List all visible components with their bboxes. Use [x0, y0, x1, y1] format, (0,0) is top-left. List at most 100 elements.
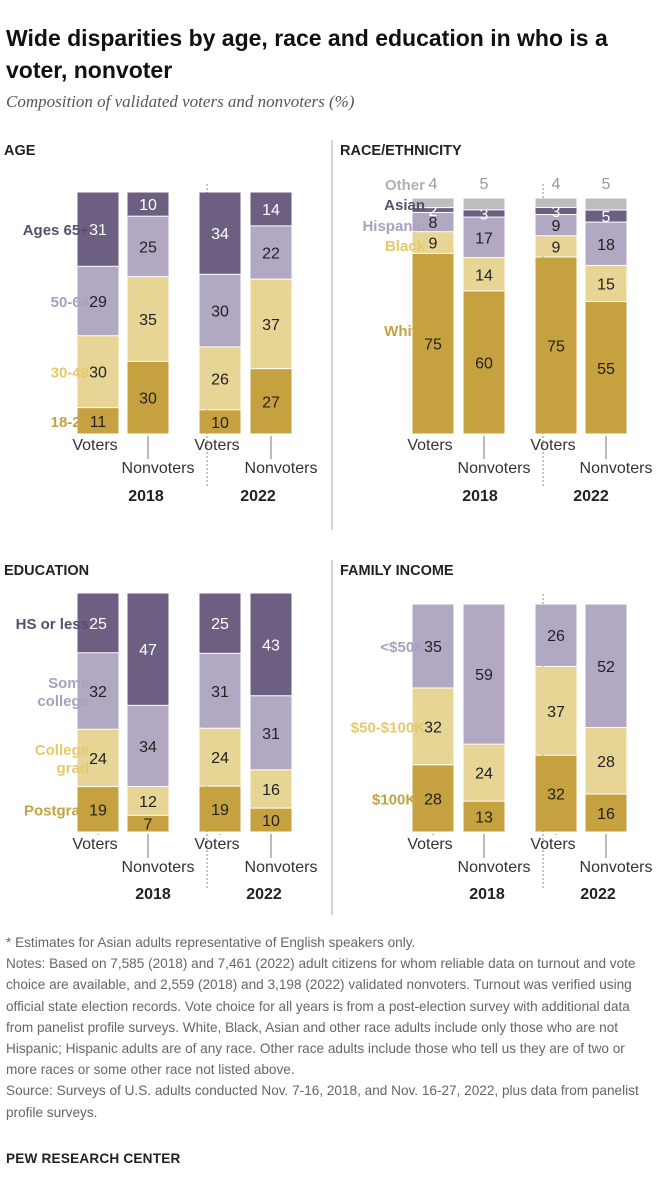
bar-segment	[585, 265, 627, 302]
year-label: 2022	[573, 488, 609, 505]
bar-segment	[250, 696, 292, 770]
group-label-voters: Voters	[72, 437, 117, 454]
panel-title: RACE/ETHNICITY	[340, 143, 462, 159]
bar-segment	[412, 688, 454, 765]
data-label: 60	[475, 355, 493, 372]
bar-segment	[77, 653, 119, 729]
data-label: 3	[552, 204, 561, 221]
bar-segment	[412, 253, 454, 434]
data-label: 29	[89, 294, 107, 311]
data-label: 17	[475, 230, 493, 247]
data-label: 10	[262, 813, 280, 830]
panel-title: AGE	[4, 143, 36, 159]
year-label: 2018	[462, 488, 498, 505]
data-label: 24	[211, 750, 229, 767]
data-label: 47	[139, 642, 157, 659]
bar-segment	[412, 232, 454, 253]
group-label-nonvoters: Nonvoters	[245, 859, 318, 876]
year-label: 2018	[128, 488, 164, 505]
data-label: 32	[547, 787, 565, 804]
group-label-nonvoters: Nonvoters	[458, 859, 531, 876]
group-label-voters: Voters	[194, 836, 239, 853]
data-label: 30	[139, 391, 157, 408]
series-label: Ages 65+	[23, 222, 90, 239]
bar-segment	[127, 593, 169, 705]
bar-segment	[199, 728, 241, 786]
data-label: 26	[211, 371, 229, 388]
data-label: 5	[602, 176, 611, 193]
data-label: 10	[211, 415, 229, 432]
bar-segment	[199, 274, 241, 347]
bar-segment	[412, 765, 454, 832]
data-label: 35	[424, 639, 442, 656]
bar-segment	[463, 801, 505, 832]
data-label: 75	[547, 339, 565, 356]
bar-segment	[412, 604, 454, 688]
data-label: 22	[262, 246, 280, 263]
series-label: Other	[385, 177, 425, 194]
data-label: 12	[139, 794, 157, 811]
panel-title: EDUCATION	[4, 563, 89, 579]
data-label: 4	[552, 176, 561, 193]
bar-segment	[463, 258, 505, 291]
year-label: 2022	[246, 886, 282, 903]
data-label: 34	[211, 226, 229, 243]
bar-segment	[127, 277, 169, 361]
series-label: <$50K	[380, 639, 425, 656]
footnote-notes: Notes: Based on 7,585 (2018) and 7,461 (…	[6, 956, 636, 1078]
series-label: college	[37, 693, 89, 710]
page-subtitle: Composition of validated voters and nonv…	[6, 92, 355, 111]
bar-segment	[463, 291, 505, 434]
bar-segment	[77, 729, 119, 787]
data-label: 13	[475, 810, 493, 827]
bar-segment	[585, 728, 627, 794]
series-label: College	[35, 742, 89, 759]
bar-segment	[535, 207, 577, 215]
data-label: 10	[139, 197, 157, 214]
data-label: 11	[90, 414, 107, 431]
data-label: 9	[552, 218, 561, 235]
data-label: 14	[262, 202, 280, 219]
bar-segment	[463, 744, 505, 801]
brand-name: PEW RESEARCH CENTER	[6, 1151, 181, 1166]
data-label: 7	[144, 817, 153, 834]
series-label: Black	[385, 238, 426, 255]
data-label: 37	[547, 704, 565, 721]
group-label-voters: Voters	[530, 437, 575, 454]
data-label: 16	[262, 782, 280, 799]
group-label-voters: Voters	[407, 437, 452, 454]
data-label: 30	[211, 304, 229, 321]
year-label: 2018	[469, 886, 505, 903]
data-label: 43	[262, 637, 280, 654]
group-label-voters: Voters	[407, 836, 452, 853]
data-label: 32	[89, 684, 107, 701]
data-label: 5	[480, 176, 489, 193]
footnote-asian: * Estimates for Asian adults representat…	[6, 935, 416, 950]
bar-segment	[250, 808, 292, 832]
bar-segment	[127, 705, 169, 787]
bar-segment	[250, 593, 292, 696]
data-label: 2	[429, 203, 438, 220]
bar-segment	[199, 653, 241, 728]
footnote-source: Source: Surveys of U.S. adults conducted…	[6, 1083, 639, 1120]
bar-segment	[199, 786, 241, 832]
data-label: 4	[429, 176, 438, 193]
data-label: 9	[552, 239, 561, 256]
bar-segment	[127, 192, 169, 216]
series-label: Hispanic	[362, 218, 425, 235]
data-label: 32	[424, 719, 442, 736]
data-label: 28	[597, 754, 615, 771]
charts-area: AGE1130293130352510102630342737221418-29…	[4, 140, 652, 915]
data-label: 9	[429, 236, 438, 253]
bar-segment	[250, 770, 292, 808]
series-label: Asian	[384, 197, 425, 214]
bar-segment	[199, 347, 241, 410]
year-label: 2022	[240, 488, 276, 505]
bar-segment	[127, 787, 169, 815]
data-label: 31	[262, 726, 280, 743]
bar-segment	[463, 198, 505, 210]
group-label-voters: Voters	[72, 836, 117, 853]
bar-segment	[535, 666, 577, 755]
data-label: 26	[547, 628, 565, 645]
year-label: 2018	[135, 886, 171, 903]
